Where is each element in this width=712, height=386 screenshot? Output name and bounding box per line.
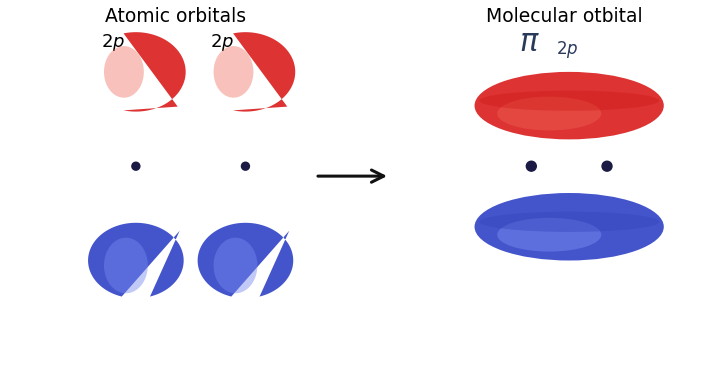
Text: $2p$: $2p$ (101, 32, 125, 53)
Circle shape (602, 161, 612, 171)
Ellipse shape (474, 72, 664, 139)
Text: $\pi$: $\pi$ (519, 27, 540, 58)
Polygon shape (88, 166, 184, 296)
Polygon shape (214, 46, 253, 98)
Circle shape (132, 162, 140, 170)
Polygon shape (124, 32, 186, 166)
Polygon shape (104, 46, 144, 98)
Ellipse shape (497, 218, 602, 252)
Text: Atomic orbitals: Atomic orbitals (105, 7, 246, 26)
Ellipse shape (479, 212, 659, 232)
Circle shape (241, 162, 249, 170)
Polygon shape (198, 166, 293, 296)
Circle shape (526, 161, 536, 171)
Ellipse shape (497, 97, 602, 130)
Text: $2p$: $2p$ (211, 32, 234, 53)
Ellipse shape (474, 193, 664, 261)
Text: $2p$: $2p$ (556, 39, 578, 60)
Text: Molecular otbital: Molecular otbital (486, 7, 642, 26)
Polygon shape (214, 238, 257, 293)
Polygon shape (104, 238, 148, 293)
Ellipse shape (479, 91, 659, 111)
Polygon shape (233, 32, 295, 166)
